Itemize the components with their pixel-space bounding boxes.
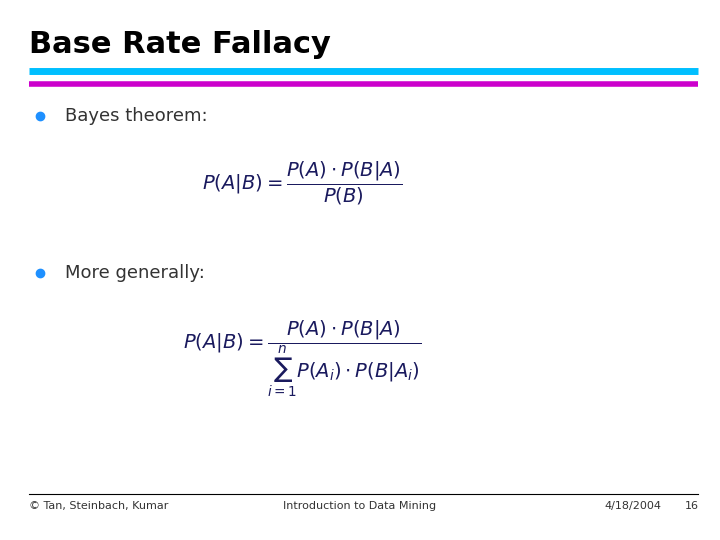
Text: 16: 16 [685, 501, 698, 511]
Text: $P(A|B) = \dfrac{P(A) \cdot P(B|A)}{P(B)}$: $P(A|B) = \dfrac{P(A) \cdot P(B|A)}{P(B)… [202, 160, 402, 207]
Text: © Tan, Steinbach, Kumar: © Tan, Steinbach, Kumar [29, 501, 168, 511]
Text: Base Rate Fallacy: Base Rate Fallacy [29, 30, 330, 59]
Text: More generally:: More generally: [65, 264, 204, 282]
Text: Bayes theorem:: Bayes theorem: [65, 107, 207, 125]
Text: Introduction to Data Mining: Introduction to Data Mining [284, 501, 436, 511]
Text: 4/18/2004: 4/18/2004 [605, 501, 662, 511]
Text: $P(A|B) = \dfrac{P(A) \cdot P(B|A)}{\sum_{i=1}^{n} P(A_i) \cdot P(B|A_i)}$: $P(A|B) = \dfrac{P(A) \cdot P(B|A)}{\sum… [183, 319, 422, 400]
